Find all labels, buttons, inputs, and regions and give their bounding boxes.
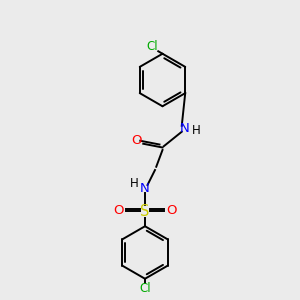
Text: O: O [113, 203, 124, 217]
Text: N: N [140, 182, 150, 195]
Text: Cl: Cl [147, 40, 158, 53]
Text: O: O [166, 203, 176, 217]
Text: N: N [179, 122, 189, 135]
Text: O: O [131, 134, 142, 146]
Text: Cl: Cl [139, 282, 151, 295]
Text: H: H [130, 177, 139, 190]
Text: H: H [192, 124, 201, 136]
Text: S: S [140, 204, 150, 219]
